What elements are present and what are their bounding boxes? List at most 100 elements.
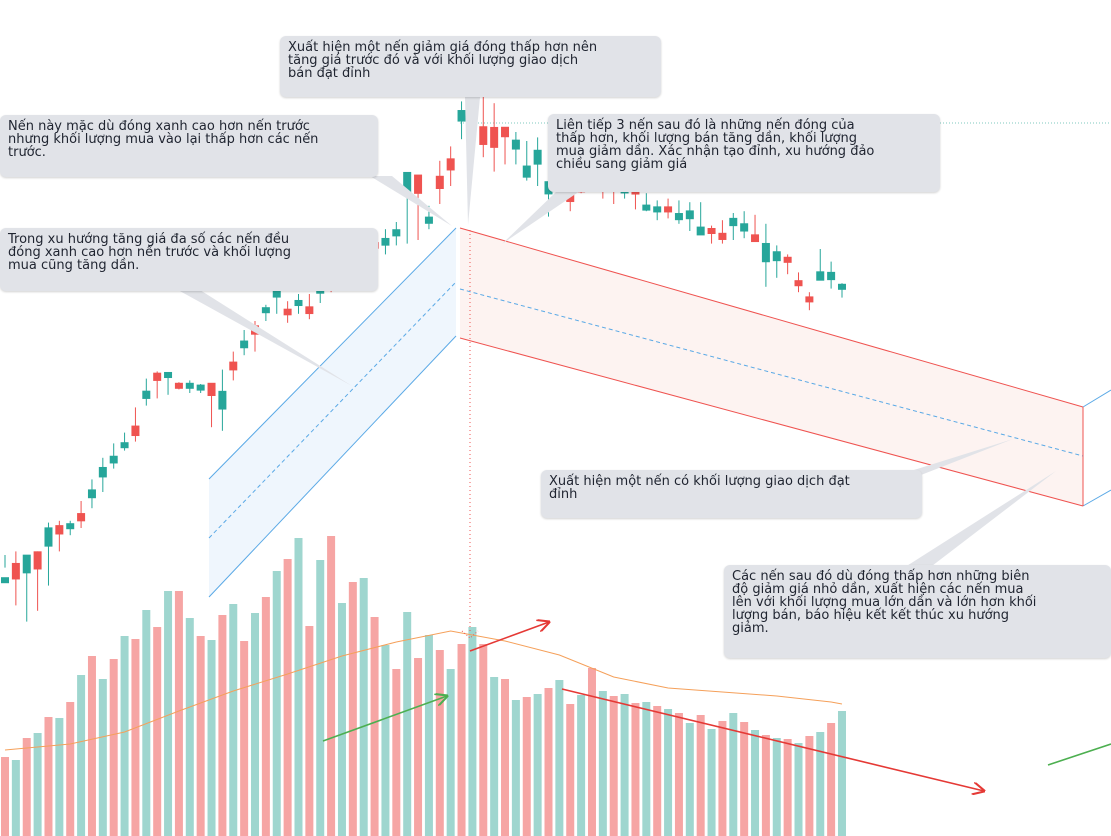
volume-bar xyxy=(664,709,673,836)
candle-body xyxy=(729,217,738,227)
candle-body xyxy=(772,251,781,262)
candle-body xyxy=(685,210,694,220)
candle-body xyxy=(794,280,803,287)
volume-bar xyxy=(348,582,357,836)
volume-bar xyxy=(1,757,9,836)
volume-bar xyxy=(294,538,303,836)
volume-bar xyxy=(207,640,216,836)
downtrend-channel-upper xyxy=(459,227,1084,408)
candle-body xyxy=(392,229,401,237)
volume-bar xyxy=(827,723,836,836)
callout-three-lower-candles: Liên tiếp 3 nến sau đó là những nến đóng… xyxy=(548,114,940,192)
volume-bar xyxy=(131,639,140,836)
candle-body xyxy=(77,513,86,522)
candle-body xyxy=(718,232,727,240)
volume-bar xyxy=(424,635,433,836)
volume-bar xyxy=(392,669,401,836)
candle-body xyxy=(414,174,423,194)
volume-bar xyxy=(359,578,368,836)
volume-bar xyxy=(794,743,803,836)
candle-body xyxy=(261,307,270,314)
candle-body xyxy=(642,204,651,211)
candle-body xyxy=(109,455,118,464)
next-channel-lower xyxy=(1082,489,1111,507)
volume-bar xyxy=(468,627,477,836)
volume-bar xyxy=(620,694,629,836)
volume-bar xyxy=(98,679,107,836)
volume-bar xyxy=(653,706,662,836)
candle-body xyxy=(174,382,183,389)
volume-bar xyxy=(142,610,151,836)
callout-peak-candle: Xuất hiện một nến giảm giá đóng thấp hơn… xyxy=(280,36,661,97)
volume-bar xyxy=(772,738,781,836)
volume-bar xyxy=(240,641,249,836)
candle-body xyxy=(229,361,238,371)
volume-bar xyxy=(816,732,825,836)
volume-bar xyxy=(196,636,205,836)
volume-bar xyxy=(740,722,749,836)
volume-bar xyxy=(305,626,314,836)
candle-body xyxy=(131,425,140,437)
peak-to-volume-arrowhead xyxy=(461,630,479,639)
volume-bar xyxy=(566,704,575,836)
volume-bar xyxy=(77,675,86,836)
candle-body xyxy=(816,271,825,281)
volume-bar xyxy=(544,688,553,836)
volume-bar xyxy=(533,694,542,836)
candle-body xyxy=(164,371,173,379)
candle-body xyxy=(142,390,151,399)
callout-pointer-peak xyxy=(465,97,480,225)
volume-bar xyxy=(446,669,455,836)
candle-body xyxy=(740,223,749,232)
volume-bar xyxy=(11,760,20,836)
candle-body xyxy=(403,171,412,193)
candle-body xyxy=(457,110,466,122)
downtrend-channel-lower xyxy=(459,337,1084,507)
volume-bar xyxy=(55,718,64,836)
volume-bars xyxy=(1,536,846,836)
candle-body xyxy=(1,577,9,584)
candle-body xyxy=(533,149,542,165)
volume-rising-arrow-left xyxy=(322,696,447,742)
candle-body xyxy=(218,390,227,410)
candle-body xyxy=(98,466,107,478)
candle-body xyxy=(511,139,520,150)
uptrend-channel-mid xyxy=(208,281,457,539)
downtrend-channel-fill xyxy=(460,228,1083,506)
volume-bar xyxy=(457,644,466,836)
candle-body xyxy=(653,206,662,213)
volume-bar xyxy=(631,703,640,836)
volume-bar xyxy=(783,739,792,836)
candle-body xyxy=(522,165,531,178)
callout-green-candle-low-volume: Nến này mặc dù đóng xanh cao hơn nến trư… xyxy=(0,115,378,177)
callout-pointer-peak-volume xyxy=(898,439,1013,475)
volume-bar xyxy=(218,615,227,836)
candle-body xyxy=(44,527,53,547)
volume-bar xyxy=(761,735,770,836)
volume-bar xyxy=(33,733,42,836)
candle-body xyxy=(22,554,31,574)
volume-bar xyxy=(511,700,520,836)
volume-bar xyxy=(435,650,444,836)
callout-pointer-reversal xyxy=(902,471,1056,569)
volume-bar xyxy=(87,656,96,836)
downtrend-channel-mid xyxy=(459,288,1084,457)
volume-bar xyxy=(109,659,118,836)
candle-body xyxy=(490,126,499,148)
candle-body xyxy=(446,158,455,171)
volume-bar xyxy=(696,715,705,836)
callout-pointer-uptrend xyxy=(178,290,352,386)
volume-bar xyxy=(251,613,260,836)
candle-body xyxy=(66,523,75,530)
candle-body xyxy=(55,525,64,535)
candle-body xyxy=(272,290,281,298)
volume-bar xyxy=(718,721,727,836)
volume-bar xyxy=(174,591,183,836)
volume-bar xyxy=(185,618,194,836)
volume-bar xyxy=(598,691,607,836)
candle-body xyxy=(240,340,249,349)
volume-bar xyxy=(283,559,292,836)
volume-bar xyxy=(337,603,346,836)
